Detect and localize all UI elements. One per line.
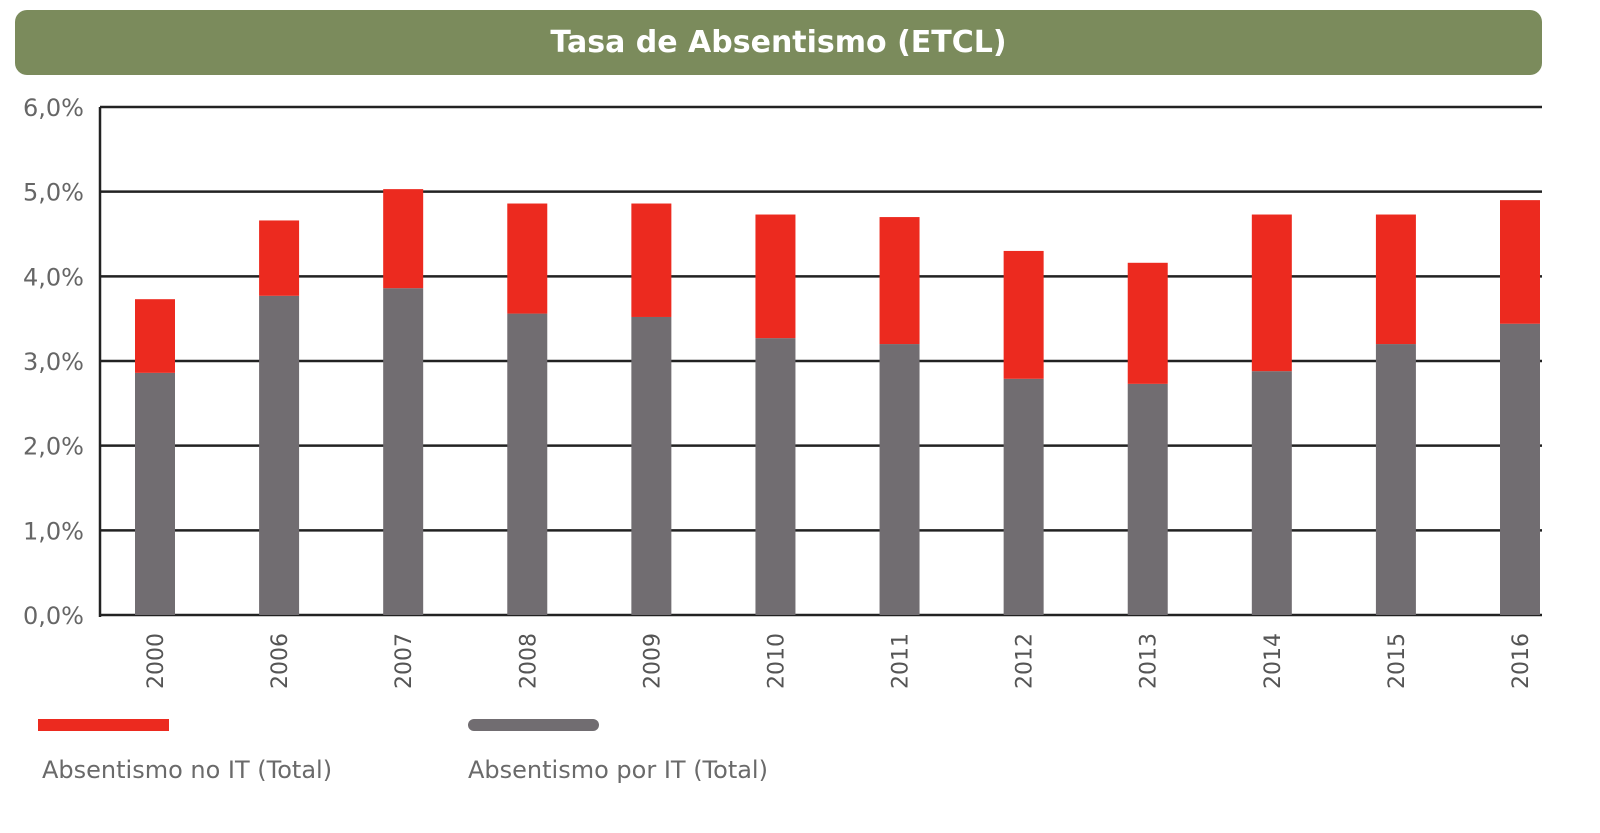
bar-no-it-2011 xyxy=(879,217,920,345)
bar-it-2014 xyxy=(1251,371,1292,615)
y-tick-label: 6,0% xyxy=(23,94,84,122)
bar-it-2010 xyxy=(755,338,796,615)
bar-it-2000 xyxy=(135,372,175,615)
x-tick-label: 2006 xyxy=(268,633,293,689)
y-tick-label: 5,0% xyxy=(23,179,84,207)
bar-no-it-2010 xyxy=(755,214,796,339)
bar-no-it-2012 xyxy=(1003,250,1044,379)
x-tick-label: 2011 xyxy=(889,633,914,689)
legend-swatch-it xyxy=(468,719,599,731)
x-tick-label: 2012 xyxy=(1013,633,1038,689)
y-tick-label: 3,0% xyxy=(23,348,84,376)
bar-no-it-2014 xyxy=(1251,214,1292,372)
chart-title: Tasa de Absentismo (ETCL) xyxy=(15,10,1542,75)
y-tick-label: 1,0% xyxy=(23,517,84,545)
y-tick-label: 4,0% xyxy=(23,263,84,291)
bar-it-2006 xyxy=(259,295,300,615)
bar-it-2013 xyxy=(1127,383,1168,615)
legend-label-no-it: Absentismo no IT (Total) xyxy=(42,756,333,784)
x-tick-label: 2007 xyxy=(392,633,417,689)
legend-label-it: Absentismo por IT (Total) xyxy=(468,756,768,784)
bar-no-it-2009 xyxy=(631,203,672,317)
bar-no-it-2008 xyxy=(507,203,548,314)
bar-no-it-2000 xyxy=(135,299,175,373)
bar-it-2015 xyxy=(1375,344,1416,615)
bar-no-it-2013 xyxy=(1127,262,1168,384)
x-tick-label: 2014 xyxy=(1261,633,1286,689)
legend-swatch-no-it xyxy=(38,719,169,731)
x-tick-label: 2000 xyxy=(144,633,169,689)
x-tick-label: 2010 xyxy=(764,633,789,689)
bar-it-2008 xyxy=(507,313,548,615)
x-tick-label: 2009 xyxy=(640,633,665,689)
bar-it-2009 xyxy=(631,316,672,615)
bar-no-it-2016 xyxy=(1500,200,1540,324)
bar-no-it-2007 xyxy=(383,189,424,289)
x-tick-label: 2016 xyxy=(1509,633,1534,689)
bar-no-it-2006 xyxy=(259,220,300,296)
bar-it-2007 xyxy=(383,288,424,615)
bar-it-2012 xyxy=(1003,378,1044,615)
x-tick-label: 2015 xyxy=(1385,633,1410,689)
x-tick-label: 2013 xyxy=(1137,633,1162,689)
bar-no-it-2015 xyxy=(1375,214,1416,345)
bar-it-2016 xyxy=(1500,323,1540,615)
y-tick-label: 0,0% xyxy=(23,602,84,630)
bar-it-2011 xyxy=(879,344,920,615)
y-tick-label: 2,0% xyxy=(23,433,84,461)
x-tick-label: 2008 xyxy=(516,633,541,689)
